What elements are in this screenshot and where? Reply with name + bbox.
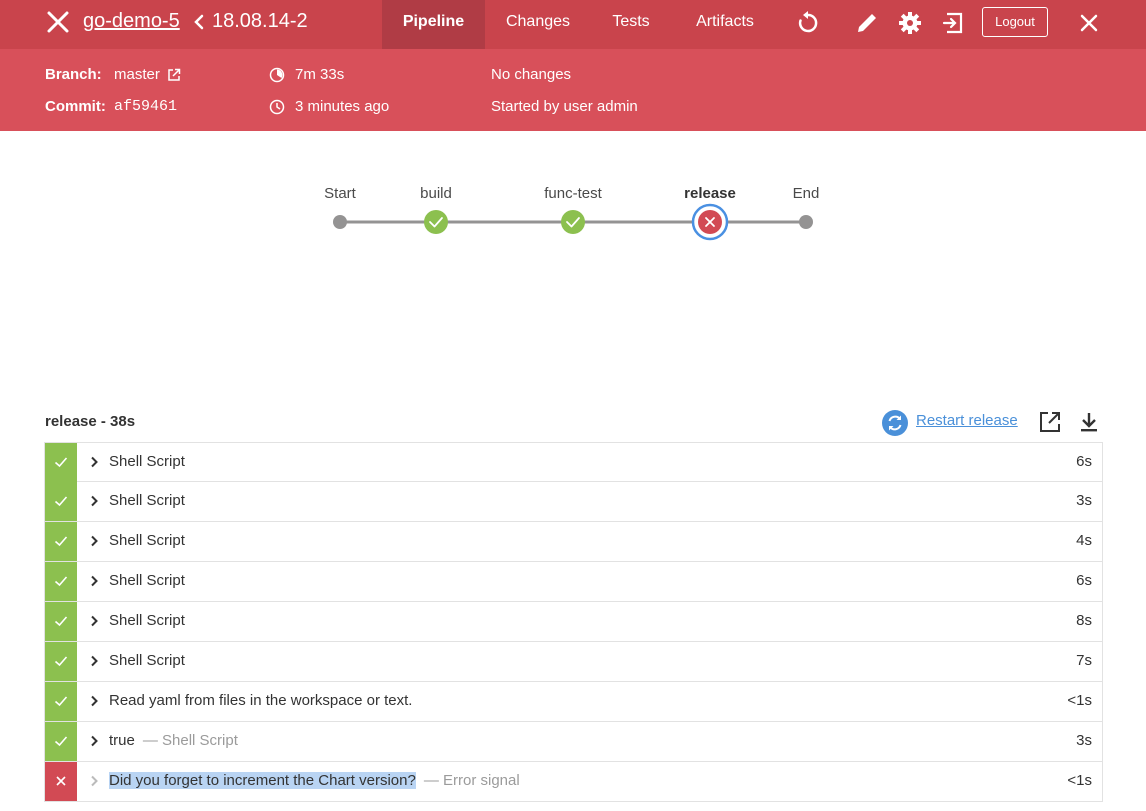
step-status-success xyxy=(45,722,77,761)
exit-icon[interactable] xyxy=(941,10,967,36)
step-label: Read yaml from files in the workspace or… xyxy=(109,692,413,709)
expand-chevron-icon[interactable] xyxy=(89,575,99,587)
duration-value: 7m 33s xyxy=(295,66,345,83)
edit-pencil-icon[interactable] xyxy=(854,10,880,36)
restart-icon[interactable] xyxy=(881,409,909,437)
branch-value[interactable]: master xyxy=(114,66,160,83)
tab-tests[interactable]: Tests xyxy=(612,13,650,30)
commit-label: Commit: xyxy=(45,98,106,115)
stage-steps-title: release - 38s xyxy=(45,413,136,430)
stage-node-release[interactable] xyxy=(691,203,729,241)
open-log-external-icon[interactable] xyxy=(1038,410,1062,434)
expand-chevron-icon[interactable] xyxy=(89,495,99,507)
step-label: Shell Script xyxy=(109,453,185,470)
duration-icon xyxy=(269,67,285,83)
step-duration: 4s xyxy=(1076,532,1092,549)
check-icon xyxy=(54,696,68,707)
stage-node-build[interactable] xyxy=(424,210,448,234)
back-chevron-icon xyxy=(194,14,204,30)
check-icon xyxy=(54,536,68,547)
step-status-success xyxy=(45,682,77,721)
pipeline-name-link[interactable]: go-demo-5 xyxy=(83,10,180,32)
expand-chevron-icon[interactable] xyxy=(89,655,99,667)
step-row[interactable]: true — Shell Script 3s xyxy=(44,722,1103,762)
external-link-icon[interactable] xyxy=(167,68,181,82)
step-label: Shell Script xyxy=(109,492,185,509)
check-icon xyxy=(54,616,68,627)
step-duration: 3s xyxy=(1076,492,1092,509)
step-row[interactable]: Shell Script 8s xyxy=(44,602,1103,642)
expand-chevron-icon[interactable] xyxy=(89,615,99,627)
pipeline-graph-svg xyxy=(333,203,813,241)
tab-pipeline[interactable]: Pipeline xyxy=(382,0,485,49)
step-label: Shell Script xyxy=(109,532,185,549)
step-duration: 6s xyxy=(1076,453,1092,470)
check-icon xyxy=(54,576,68,587)
steps-list: Shell Script 6s Shell Script 3s Shell Sc… xyxy=(44,442,1103,802)
check-icon xyxy=(54,656,68,667)
check-icon xyxy=(54,457,68,468)
tab-artifacts[interactable]: Artifacts xyxy=(696,13,754,30)
step-status-failed xyxy=(45,762,77,801)
stage-label-func-test[interactable]: func-test xyxy=(544,185,602,202)
time-ago: 3 minutes ago xyxy=(295,98,390,115)
step-row[interactable]: Read yaml from files in the workspace or… xyxy=(44,682,1103,722)
step-label: Did you forget to increment the Chart ve… xyxy=(109,772,520,789)
step-row[interactable]: Shell Script 6s xyxy=(44,562,1103,602)
close-icon[interactable] xyxy=(44,8,72,36)
stage-label-build[interactable]: build xyxy=(420,185,452,202)
step-row[interactable]: Shell Script 3s xyxy=(44,482,1103,522)
step-label: Shell Script xyxy=(109,572,185,589)
step-duration: 6s xyxy=(1076,572,1092,589)
step-status-success xyxy=(45,602,77,641)
step-row[interactable]: Shell Script 4s xyxy=(44,522,1103,562)
replay-icon[interactable] xyxy=(795,10,821,36)
step-row[interactable]: Shell Script 7s xyxy=(44,642,1103,682)
stage-node-start xyxy=(333,215,347,229)
run-name: 18.08.14-2 xyxy=(212,10,308,32)
step-row[interactable]: Shell Script 6s xyxy=(44,442,1103,482)
close-icon[interactable] xyxy=(1076,10,1102,36)
expand-chevron-icon[interactable] xyxy=(89,695,99,707)
step-status-success xyxy=(45,562,77,601)
logout-button[interactable]: Logout xyxy=(982,7,1048,37)
started-by: Started by user admin xyxy=(491,98,638,115)
stage-label-end: End xyxy=(792,185,820,202)
check-icon xyxy=(54,496,68,507)
step-row-failed[interactable]: Did you forget to increment the Chart ve… xyxy=(44,762,1103,802)
step-label: Shell Script xyxy=(109,652,185,669)
step-label: Shell Script xyxy=(109,612,185,629)
stage-label-release[interactable]: release xyxy=(684,185,736,202)
download-log-icon[interactable] xyxy=(1077,410,1101,434)
expand-chevron-icon[interactable] xyxy=(89,775,99,787)
step-status-success xyxy=(45,482,77,521)
commit-value: af59461 xyxy=(114,98,178,115)
step-duration: 3s xyxy=(1076,732,1092,749)
error-x-icon xyxy=(56,776,66,786)
step-status-success xyxy=(45,522,77,561)
check-icon xyxy=(54,736,68,747)
step-duration: <1s xyxy=(1067,692,1092,709)
settings-gear-icon[interactable] xyxy=(897,10,923,36)
stage-node-func-test[interactable] xyxy=(561,210,585,234)
pipeline-graph: Start build func-test release End xyxy=(0,131,1146,391)
step-duration: 8s xyxy=(1076,612,1092,629)
stage-node-end xyxy=(799,215,813,229)
tab-changes[interactable]: Changes xyxy=(505,13,571,30)
run-info-bar xyxy=(0,49,1146,131)
stage-label-start: Start xyxy=(324,185,356,202)
changes-status: No changes xyxy=(491,66,572,83)
restart-stage-link[interactable]: Restart release xyxy=(916,412,1018,429)
step-label: true — Shell Script xyxy=(109,732,238,749)
step-duration: 7s xyxy=(1076,652,1092,669)
expand-chevron-icon[interactable] xyxy=(89,535,99,547)
expand-chevron-icon[interactable] xyxy=(89,456,99,468)
step-status-success xyxy=(45,443,77,482)
step-status-success xyxy=(45,642,77,681)
step-duration: <1s xyxy=(1067,772,1092,789)
expand-chevron-icon[interactable] xyxy=(89,735,99,747)
clock-icon xyxy=(269,99,285,115)
branch-label: Branch: xyxy=(45,66,102,83)
